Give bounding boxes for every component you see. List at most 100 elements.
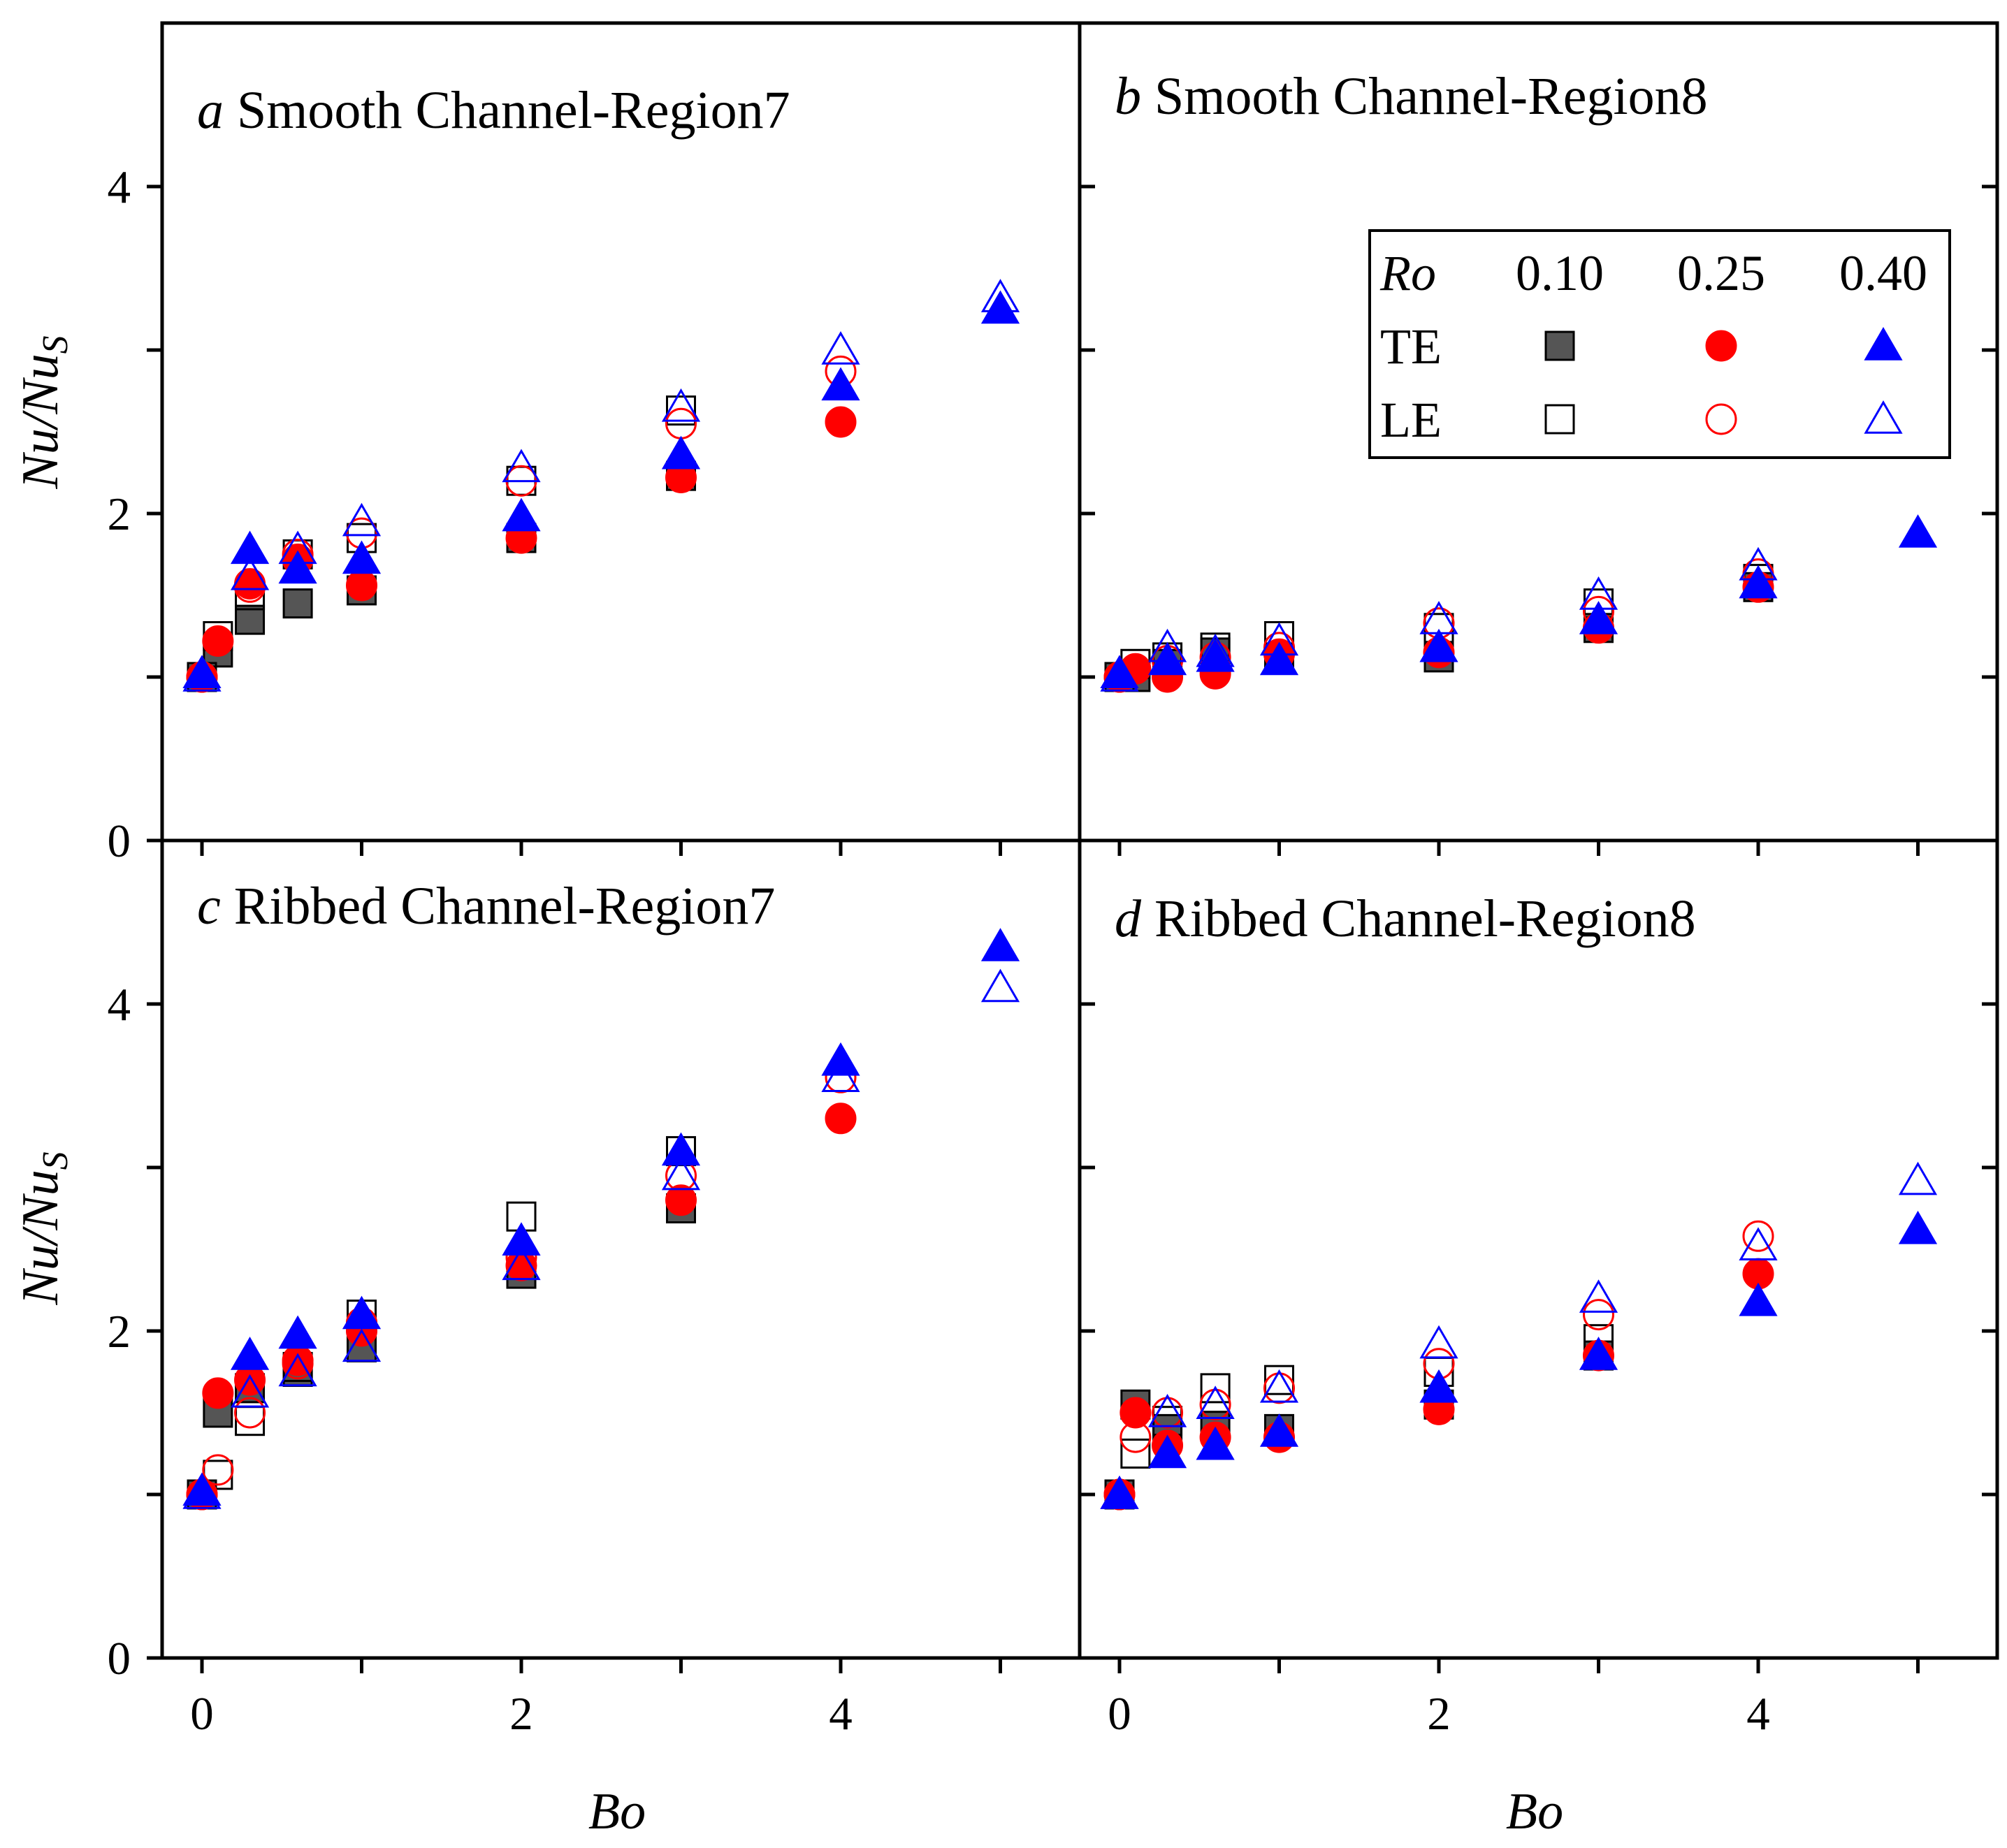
x-tick-label-d-2: 2: [1427, 1688, 1451, 1740]
point-b-s5-4: [1419, 601, 1458, 634]
point-b-s5-3: [1259, 622, 1299, 656]
point-b-s5-2: [1196, 633, 1235, 667]
point-c-s4-5: [661, 1132, 701, 1166]
panel-frame-d: [1078, 838, 1999, 1660]
point-d-s5-6: [1739, 1227, 1778, 1261]
point-c-s4-3: [342, 1295, 382, 1330]
point-d-s1-4: [1264, 1365, 1294, 1395]
point-a-s4-0: [182, 655, 222, 689]
point-a-s4-5: [661, 435, 701, 470]
point-d-s3-6: [1583, 1299, 1614, 1331]
point-c-s5-3: [342, 1328, 382, 1362]
x-tick-label-d-0: 0: [1108, 1688, 1131, 1740]
point-b-s4-1: [1147, 641, 1187, 676]
point-d-s1-3: [1200, 1373, 1231, 1404]
panel-title-a: a Smooth Channel-Region7: [197, 81, 790, 140]
x-tick-label-c-0: 0: [190, 1688, 214, 1740]
legend-mark-c2-r1: [1864, 400, 1903, 434]
point-d-s3-2: [1152, 1397, 1184, 1429]
legend-col-025: 0.25: [1677, 245, 1765, 301]
point-c-s5-6: [821, 1058, 860, 1092]
point-a-s4-6: [821, 367, 860, 401]
point-c-s2-6: [665, 1184, 697, 1216]
point-b-s4-0: [1100, 655, 1139, 689]
panel-frames: [160, 21, 1999, 1660]
point-a-s4-3: [342, 540, 382, 574]
point-a-s5-2: [278, 530, 317, 565]
point-c-s4-7: [980, 928, 1020, 961]
legend-col-010: 0.10: [1516, 245, 1604, 301]
point-a-s5-0: [182, 658, 222, 692]
panel-frame-a: [160, 21, 1082, 843]
point-a-s2-1: [202, 625, 234, 657]
point-a-s5-5: [661, 388, 701, 422]
y-tick-label-a-0: 0: [108, 815, 131, 867]
point-c-s2-3: [282, 1344, 314, 1376]
point-d-s5-7: [1898, 1161, 1938, 1195]
y-tick-label-a-2: 2: [108, 488, 131, 540]
point-d-s3-7: [1742, 1220, 1774, 1252]
y-axis-title-top: Nu/NuS: [12, 335, 75, 489]
point-c-s5-2: [278, 1353, 317, 1387]
point-a-s5-3: [342, 502, 382, 537]
legend: Ro 0.10 0.25 0.40 TE LE: [1368, 229, 1951, 459]
point-d-s5-3: [1259, 1369, 1299, 1403]
y-axis-title-bottom: Nu/NuS: [12, 1151, 75, 1305]
y-tick-label-c-0: 0: [108, 1633, 131, 1685]
x-axis-title-right: Bo: [1506, 1783, 1563, 1840]
point-d-s5-2: [1196, 1385, 1235, 1419]
point-c-s4-1: [230, 1337, 270, 1370]
point-c-s4-0: [182, 1472, 222, 1506]
point-b-s4-3: [1259, 641, 1299, 676]
point-d-s3-3: [1199, 1388, 1231, 1420]
point-a-s4-4: [502, 497, 541, 532]
point-d-s4-4: [1419, 1369, 1458, 1403]
legend-col-040: 0.40: [1839, 245, 1927, 301]
point-c-s5-0: [182, 1476, 222, 1509]
legend-mark-c0-r0: [1544, 330, 1575, 361]
panel-frame-c: [160, 838, 1082, 1660]
point-d-s4-2: [1196, 1426, 1235, 1460]
point-b-s4-2: [1196, 638, 1235, 672]
point-c-s5-5: [661, 1156, 701, 1191]
panel-b: b Smooth Channel-Region8: [1080, 67, 1997, 856]
point-a-s2-2: [234, 568, 266, 600]
point-b-s5-0: [1100, 658, 1139, 692]
point-a-s2-7: [825, 406, 857, 438]
x-axis-title-left: Bo: [588, 1783, 646, 1840]
point-a-s2-4: [346, 569, 377, 602]
panel-title-b: b Smooth Channel-Region8: [1115, 67, 1708, 126]
point-d-s3-4: [1263, 1372, 1295, 1404]
legend-marks: [1544, 327, 1903, 435]
point-a-s3-1: [234, 571, 266, 603]
point-d-s2-1: [1120, 1397, 1152, 1429]
legend-row-te: TE: [1380, 319, 1442, 374]
point-b-s5-6: [1739, 546, 1778, 581]
y-tick-label-c-2: 2: [108, 1306, 131, 1358]
point-a-s4-1: [230, 530, 270, 565]
point-a-s5-6: [821, 331, 860, 365]
legend-header-ro: Ro: [1379, 245, 1436, 301]
point-b-s5-1: [1147, 628, 1187, 662]
point-b-s4-5: [1579, 601, 1618, 634]
point-c-s5-7: [980, 968, 1020, 1003]
panels: 0 2 4 a Smooth Channel-Region7 b Smooth Chan…: [108, 67, 1997, 1740]
point-d-s4-5: [1579, 1337, 1618, 1370]
point-d-s4-3: [1259, 1413, 1299, 1447]
point-c-s2-7: [825, 1103, 857, 1135]
point-c-s5-4: [502, 1246, 541, 1281]
point-b-s4-4: [1419, 628, 1458, 662]
point-d-s4-6: [1739, 1282, 1778, 1316]
panel-title-d: d Ribbed Channel-Region8: [1115, 889, 1696, 948]
point-d-s1-1: [1120, 1439, 1151, 1469]
point-a-s1-6: [666, 395, 696, 426]
point-d-s4-1: [1147, 1434, 1187, 1469]
legend-mark-c0-r1: [1544, 404, 1575, 435]
point-a-s5-4: [502, 449, 541, 483]
point-c-s3-3: [282, 1348, 314, 1380]
y-tick-label-c-4: 4: [108, 979, 131, 1031]
legend-mark-c2-r0: [1864, 327, 1903, 361]
point-c-s3-1: [202, 1454, 234, 1486]
x-tick-label-d-4: 4: [1746, 1688, 1770, 1740]
panel-title-c: c Ribbed Channel-Region7: [197, 877, 775, 936]
